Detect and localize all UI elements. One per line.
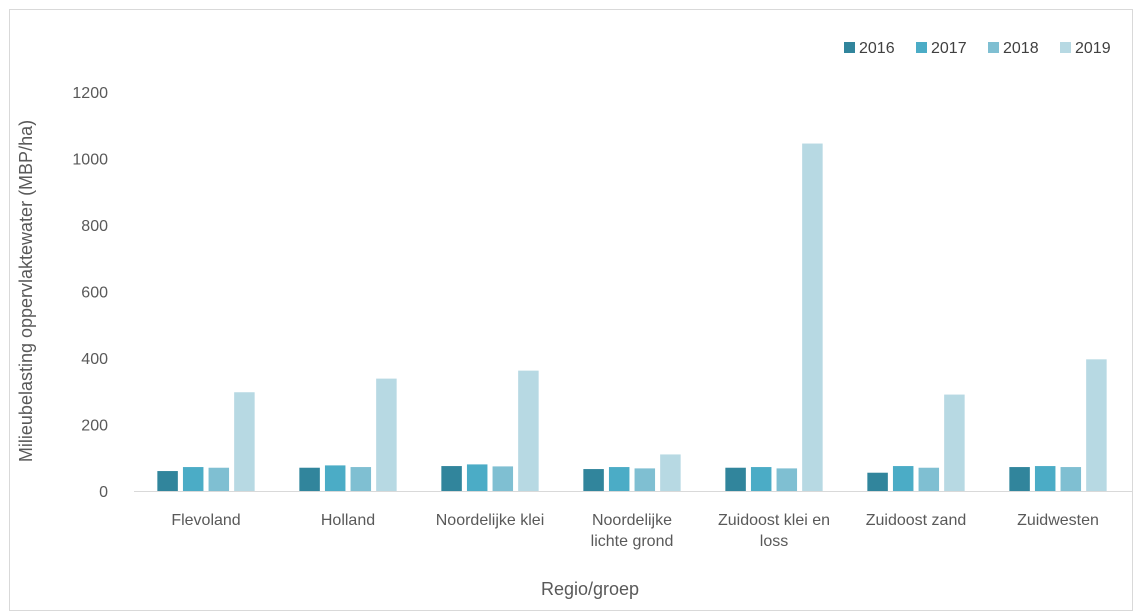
x-tick-label: Zuidwesten (1017, 512, 1099, 529)
x-tick-label: Flevoland (171, 512, 240, 529)
bar (750, 467, 772, 491)
legend-label: 2019 (1075, 40, 1111, 57)
bar (802, 143, 823, 491)
legend-label: 2018 (1003, 40, 1039, 57)
y-axis-title: Milieubelasting oppervlaktewater (MBP/ha… (16, 120, 36, 462)
bar (208, 467, 230, 491)
bar (1034, 466, 1056, 491)
bar (466, 464, 488, 491)
bar (234, 392, 255, 491)
bar (1009, 467, 1030, 491)
x-axis-title: Regio/groep (541, 579, 639, 599)
bar (350, 467, 372, 491)
legend: 2016 2017 2018 2019 (844, 40, 1111, 57)
bar (660, 454, 681, 491)
bar (892, 466, 914, 491)
bar (634, 468, 656, 491)
bar (725, 467, 746, 491)
bar (944, 394, 965, 491)
bar (182, 467, 204, 491)
x-axis-ticks: Flevoland Holland Noordelijke klei Noordeli… (171, 512, 1099, 550)
bar (376, 378, 397, 491)
bar (918, 467, 940, 491)
bar (441, 466, 462, 491)
bar (776, 468, 798, 491)
bar (583, 469, 604, 491)
y-tick-label: 1000 (72, 152, 108, 169)
x-tick-label: Zuidoost klei en loss (718, 512, 830, 550)
bar (518, 370, 539, 491)
y-tick-label: 800 (81, 218, 108, 235)
legend-label: 2017 (931, 40, 967, 57)
bar (324, 465, 346, 491)
bar (299, 467, 320, 491)
bar-chart: 0 200 400 600 800 1000 1200 Flevoland Holland No… (16, 40, 1132, 599)
legend-swatch (916, 42, 927, 53)
legend-label: 2016 (859, 40, 895, 57)
x-tick-label: Noordelijke lichte grond (591, 512, 674, 550)
bar (492, 466, 514, 491)
legend-swatch (1060, 42, 1071, 53)
y-tick-label: 200 (81, 418, 108, 435)
y-tick-label: 400 (81, 351, 108, 368)
x-tick-label: Zuidoost zand (866, 512, 967, 529)
x-tick-label: Holland (321, 512, 375, 529)
legend-swatch (844, 42, 855, 53)
y-axis-ticks: 0 200 400 600 800 1000 1200 (72, 85, 108, 501)
bar (608, 467, 630, 491)
legend-swatch (988, 42, 999, 53)
bar (1086, 359, 1107, 491)
bars (157, 143, 1107, 491)
bar (867, 472, 888, 491)
y-tick-label: 600 (81, 285, 108, 302)
bar (157, 471, 178, 491)
bar (1060, 467, 1082, 491)
x-tick-label: Noordelijke klei (436, 512, 545, 529)
chart-frame: 0 200 400 600 800 1000 1200 Flevoland Holland No… (9, 9, 1133, 611)
y-tick-label: 1200 (72, 85, 108, 102)
y-tick-label: 0 (99, 484, 108, 501)
